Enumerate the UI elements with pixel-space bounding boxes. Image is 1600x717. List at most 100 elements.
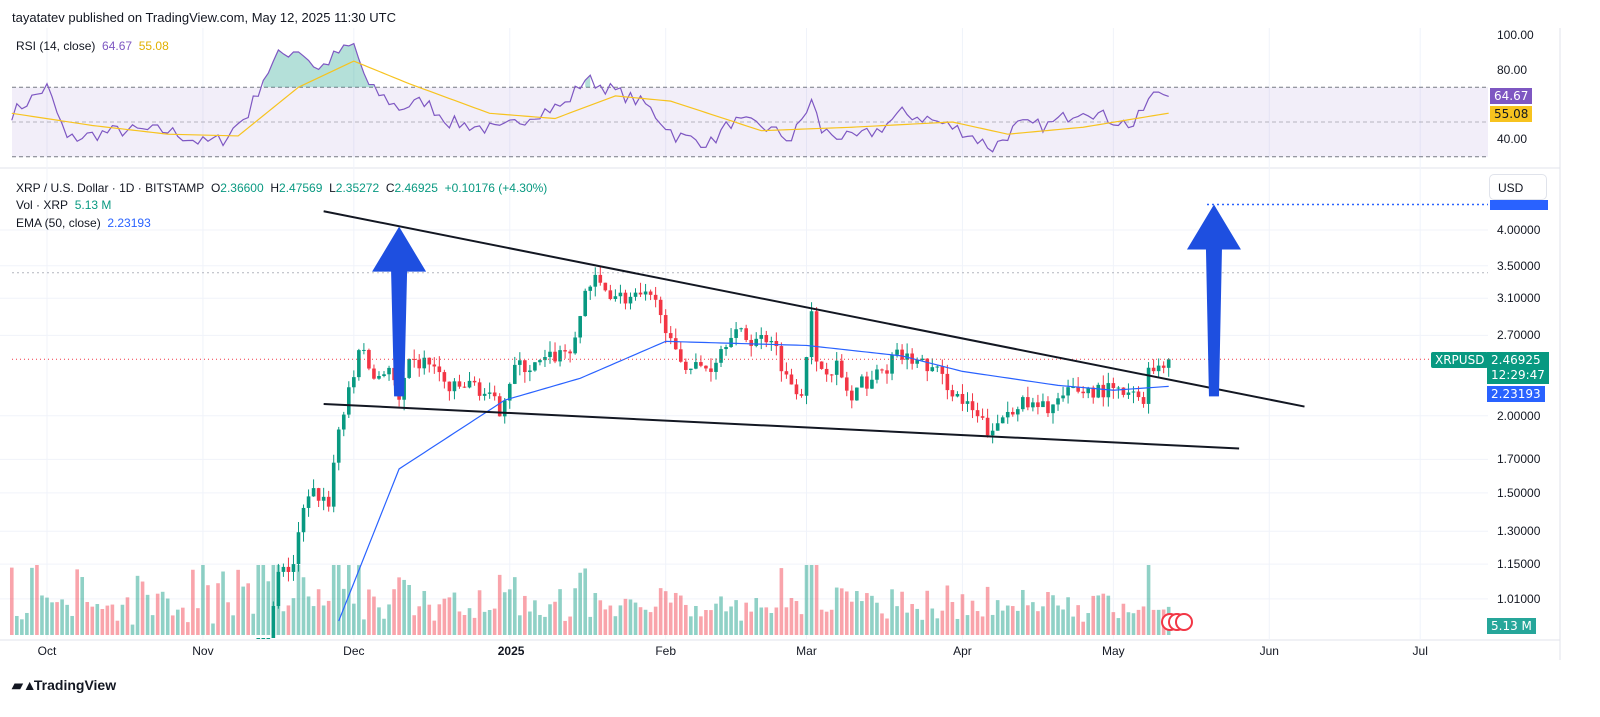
volume-bar <box>120 604 125 635</box>
candle <box>1076 377 1080 394</box>
volume-bar <box>678 595 683 635</box>
arrow-up-icon <box>372 226 427 397</box>
symbol-legend[interactable]: XRP / U.S. Dollar · 1D · BITSTAMP O2.366… <box>16 181 547 195</box>
candle <box>1126 383 1131 399</box>
volume-bar <box>553 601 557 635</box>
last-price: 2.46925 <box>1491 353 1541 367</box>
candle <box>628 292 633 310</box>
volume-bar <box>779 568 784 635</box>
candle-body <box>915 360 919 364</box>
candle <box>995 414 1000 431</box>
candle-body <box>980 416 985 418</box>
volume-bar <box>533 600 537 635</box>
candle-body <box>900 349 904 360</box>
candle-body <box>507 383 512 401</box>
candle-body <box>452 381 457 392</box>
candle <box>774 332 779 356</box>
candle-body <box>336 429 341 463</box>
volume-bar <box>165 598 170 635</box>
candle-body <box>492 392 497 397</box>
volume-bar <box>643 609 648 635</box>
brand-name: TradingView <box>33 677 117 693</box>
volume-bar <box>256 565 261 635</box>
ema-legend[interactable]: EMA (50, close) 2.23193 <box>16 216 151 230</box>
candle <box>734 322 738 346</box>
volume-bar <box>930 608 935 635</box>
candle <box>809 302 814 365</box>
volume-bar <box>462 615 467 635</box>
rsi-overbought-fill <box>585 75 591 88</box>
candle <box>829 374 834 383</box>
candle-body <box>603 282 608 291</box>
candle <box>1166 358 1171 377</box>
candle-body <box>296 532 301 565</box>
volume-bar <box>186 622 190 635</box>
candle <box>286 557 291 582</box>
candle-body <box>1046 401 1050 414</box>
candle-body <box>1116 387 1121 389</box>
volume-bar <box>85 602 90 635</box>
candle-body <box>739 328 743 330</box>
candle-body <box>870 379 874 389</box>
volume-bar <box>1005 605 1010 635</box>
rsi-value-tag: 64.67 <box>1490 88 1533 104</box>
candle-body <box>850 390 854 401</box>
candle-body <box>306 496 311 508</box>
volume-bar <box>125 597 130 635</box>
volume-bar <box>422 590 427 635</box>
volume-bar <box>965 615 970 635</box>
candle <box>482 388 487 401</box>
candle <box>1151 359 1156 375</box>
candle <box>553 342 557 364</box>
candle-body <box>447 381 452 392</box>
candle <box>568 349 572 363</box>
candle <box>1111 377 1116 399</box>
rsi-ma-tag: 55.08 <box>1490 106 1533 122</box>
candle-body <box>885 370 889 374</box>
candle-body <box>1151 367 1156 372</box>
volume-bar <box>1156 609 1161 635</box>
candle-body <box>764 335 769 343</box>
candle-body <box>855 387 859 401</box>
candle-body <box>482 393 487 396</box>
candle-body <box>417 359 422 369</box>
candle-body <box>341 414 346 430</box>
volume-bar <box>497 574 502 635</box>
volume-bar <box>684 604 688 635</box>
time-tick-label: 2025 <box>497 644 525 658</box>
candle <box>935 365 940 373</box>
candle-body <box>689 368 693 370</box>
volume-bar <box>1036 611 1040 635</box>
volume-bar <box>915 608 919 635</box>
currency-button[interactable]: USD <box>1489 174 1547 200</box>
rsi-ma-value: 55.08 <box>138 39 169 53</box>
volume-label: Vol · XRP <box>16 198 69 212</box>
volume-bar <box>673 592 678 635</box>
time-tick-label: Jun <box>1259 644 1279 658</box>
candle-body <box>462 386 467 388</box>
volume-bar <box>492 608 497 635</box>
volume-bar <box>1076 605 1080 635</box>
tradingview-logo[interactable]: ▰▲ TradingView <box>12 677 116 694</box>
volume-bar <box>70 615 74 635</box>
volume-bar <box>150 615 155 635</box>
volume-bar <box>860 601 864 635</box>
candle-body <box>518 360 522 365</box>
candle-body <box>960 393 965 404</box>
volume-bar <box>296 565 301 635</box>
volume-legend[interactable]: Vol · XRP 5.13 M <box>16 198 111 212</box>
volume-bar <box>905 612 909 635</box>
volume-bar <box>316 589 321 635</box>
candle-body <box>613 296 618 300</box>
volume-bar <box>1000 610 1005 635</box>
candles <box>256 266 1171 639</box>
candle <box>1041 393 1045 408</box>
candle <box>1021 395 1025 412</box>
candle-body <box>829 374 834 376</box>
volume-bar <box>181 607 185 635</box>
rsi-ma-line <box>11 60 1169 137</box>
volume-bar <box>895 606 899 635</box>
candle-body <box>819 361 824 369</box>
candle-body <box>291 564 296 572</box>
